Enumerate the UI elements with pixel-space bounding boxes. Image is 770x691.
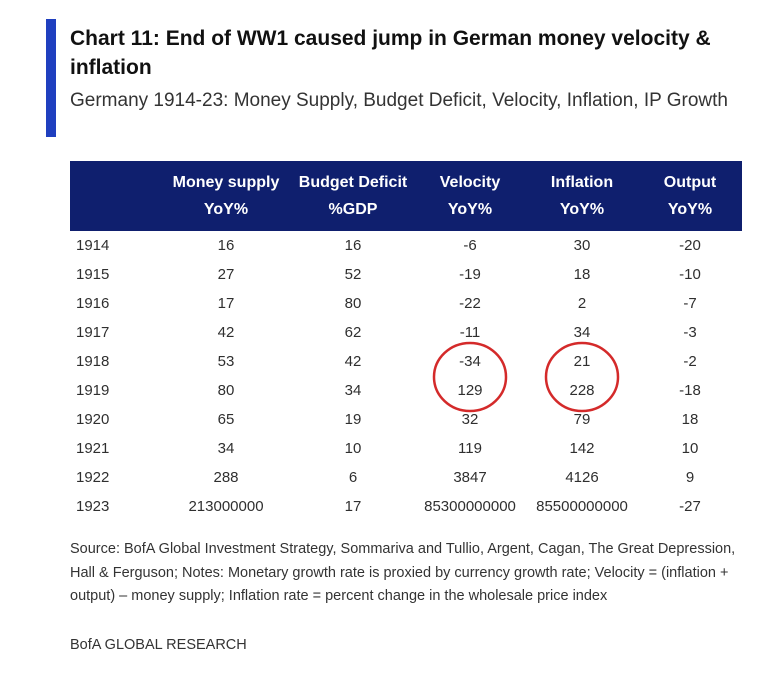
table-cell: 34	[217, 440, 235, 457]
table-cell: 34	[573, 324, 591, 341]
year-cell: 1920	[76, 411, 110, 428]
table-cell: -34	[459, 353, 481, 370]
table-row: 1915 27 52 -19 18 -10	[70, 260, 742, 289]
table-cell: 53	[217, 353, 235, 370]
table-row: 1920 65 19 32 79 18	[70, 405, 742, 434]
table-cell: 6	[348, 469, 358, 486]
table-cell: 34	[344, 382, 362, 399]
table-cell: 18	[573, 266, 591, 283]
table-cell: 288	[213, 469, 239, 486]
table-cell: 17	[217, 295, 235, 312]
year-cell: 1914	[76, 237, 110, 254]
column-header: Output YoY%	[638, 161, 742, 231]
table-cell: 16	[217, 237, 235, 254]
table-cell: -18	[679, 382, 701, 399]
table-cell: 80	[217, 382, 235, 399]
column-header-line2: YoY%	[667, 201, 713, 218]
table-cell: 16	[344, 237, 362, 254]
column-header	[70, 161, 160, 231]
table-cell: 10	[681, 440, 699, 457]
year-cell: 1921	[76, 440, 110, 457]
chart-subtitle: Germany 1914-23: Money Supply, Budget De…	[70, 90, 728, 111]
table-header-row: Money supply YoY% Budget Deficit %GDP Veloci…	[70, 161, 742, 231]
year-cell: 1922	[76, 469, 110, 486]
table-cell: 3847	[453, 469, 487, 486]
brand-label: BofA GLOBAL RESEARCH	[70, 637, 247, 653]
table-cell: 142	[569, 440, 595, 457]
table-cell: 32	[461, 411, 479, 428]
chart-title: Chart 11: End of WW1 caused jump in Germ…	[70, 27, 711, 79]
table-cell: 18	[681, 411, 699, 428]
table-cell: 119	[458, 440, 482, 457]
table-row: 1917 42 62 -11 34 -3	[70, 318, 742, 347]
column-header-line2: %GDP	[328, 201, 378, 218]
table-cell: -22	[459, 295, 481, 312]
table-row: 1919 80 34 129 228 -18	[70, 376, 742, 405]
column-header: Velocity YoY%	[414, 161, 526, 231]
table-cell: 30	[573, 237, 591, 254]
table-cell: 129	[457, 382, 483, 399]
source-note: Source: BofA Global Investment Strategy,…	[70, 541, 736, 604]
year-cell: 1919	[76, 382, 110, 399]
column-header-line2: YoY%	[203, 201, 249, 218]
table-cell: 10	[344, 440, 362, 457]
table-cell: 42	[217, 324, 235, 341]
year-cell: 1917	[76, 324, 110, 341]
table-cell: -19	[459, 266, 481, 283]
table-cell: 19	[344, 411, 362, 428]
table-cell: -20	[679, 237, 701, 254]
table-cell: 9	[685, 469, 695, 486]
table-cell: 52	[344, 266, 362, 283]
column-header-line1: Money supply	[172, 174, 280, 191]
table-cell: -7	[683, 295, 697, 312]
table-row: 1923 213000000 17 85300000000 85500000000 -27	[70, 492, 742, 521]
column-header: Inflation YoY%	[526, 161, 638, 231]
column-header-line1: Budget Deficit	[298, 174, 408, 191]
data-table: Money supply YoY% Budget Deficit %GDP Veloci…	[70, 161, 742, 521]
table-cell: 62	[344, 324, 362, 341]
year-cell: 1916	[76, 295, 110, 312]
year-cell: 1923	[76, 498, 110, 515]
table-row: 1916 17 80 -22 2 -7	[70, 289, 742, 318]
column-header: Budget Deficit %GDP	[292, 161, 414, 231]
table-row: 1914 16 16 -6 30 -20	[70, 231, 742, 260]
table-cell: 79	[573, 411, 591, 428]
data-table-container: Money supply YoY% Budget Deficit %GDP Veloci…	[70, 161, 742, 521]
column-header-line1: Velocity	[439, 174, 501, 191]
column-header-line2: YoY%	[559, 201, 605, 218]
table-cell: 17	[344, 498, 362, 515]
table-cell: 27	[217, 266, 235, 283]
table-row: 1918 53 42 -34 21 -2	[70, 347, 742, 376]
table-cell: 21	[573, 353, 591, 370]
table-cell: 213000000	[188, 498, 264, 515]
year-cell: 1915	[76, 266, 110, 283]
table-cell: 85500000000	[536, 498, 628, 515]
year-cell: 1918	[76, 353, 110, 370]
table-cell: 85300000000	[424, 498, 516, 515]
table-body: 1914 16 16 -6 30 -20 1915 27 52 -19 18 -10 1916 17 80 -…	[70, 231, 742, 521]
table-cell: -11	[459, 324, 481, 341]
title-accent-bar	[46, 19, 56, 137]
table-cell: -27	[679, 498, 701, 515]
table-cell: -6	[463, 237, 477, 254]
table-row: 1921 34 10 119 142 10	[70, 434, 742, 463]
column-header: Money supply YoY%	[160, 161, 292, 231]
table-cell: 2	[577, 295, 587, 312]
table-row: 1922 288 6 3847 4126 9	[70, 463, 742, 492]
column-header-line1: Inflation	[550, 174, 614, 191]
table-cell: 80	[344, 295, 362, 312]
table-cell: 42	[344, 353, 362, 370]
column-header-line1: Output	[663, 174, 717, 191]
table-cell: -10	[679, 266, 701, 283]
column-header-line2: YoY%	[447, 201, 493, 218]
table-cell: 228	[569, 382, 595, 399]
table-cell: 65	[217, 411, 235, 428]
table-cell: -3	[683, 324, 697, 341]
table-cell: 4126	[565, 469, 599, 486]
table-cell: -2	[683, 353, 697, 370]
